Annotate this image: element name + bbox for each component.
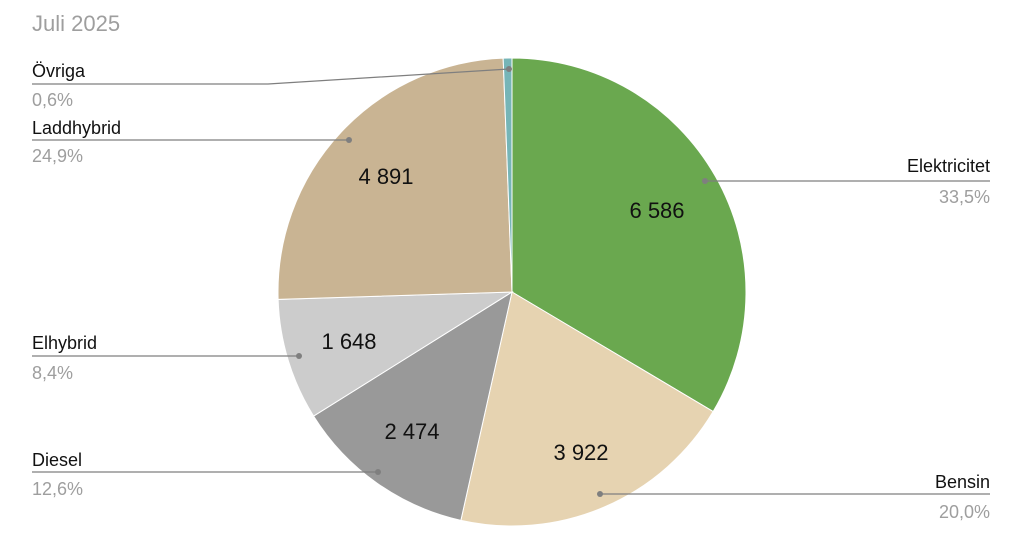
- percent-label-ovriga: 0,6%: [32, 90, 73, 110]
- category-label-bensin: Bensin: [935, 472, 990, 492]
- category-label-laddhybrid: Laddhybrid: [32, 118, 121, 138]
- percent-label-elektricitet: 33,5%: [939, 187, 990, 207]
- value-label-bensin: 3 922: [553, 440, 608, 465]
- chart-title: Juli 2025: [32, 11, 120, 36]
- value-label-diesel: 2 474: [384, 419, 439, 444]
- value-label-elektricitet: 6 586: [629, 198, 684, 223]
- leader-line-ovriga: [32, 68, 510, 85]
- slice-elhybrid: [277, 291, 514, 417]
- value-label-elhybrid: 1 648: [321, 329, 376, 354]
- pie-value-labels: 6 586 3 922 2 474 1 648 4 891: [321, 164, 684, 465]
- percent-label-diesel: 12,6%: [32, 479, 83, 499]
- category-label-elektricitet: Elektricitet: [907, 156, 990, 176]
- leader-dot-diesel: [375, 469, 381, 475]
- percent-label-elhybrid: 8,4%: [32, 363, 73, 383]
- slice-laddhybrid: [277, 57, 513, 300]
- leader-dot-laddhybrid: [346, 137, 352, 143]
- slice-ovriga: [502, 57, 513, 293]
- pie-slices: [277, 57, 747, 527]
- slice-bensin: [460, 291, 714, 527]
- value-label-laddhybrid: 4 891: [358, 164, 413, 189]
- category-label-diesel: Diesel: [32, 450, 82, 470]
- leader-dot-elektricitet: [702, 178, 708, 184]
- leader-dot-elhybrid: [296, 353, 302, 359]
- slice-elektricitet: [511, 57, 747, 413]
- pie-callout-labels: Elektricitet 33,5% Bensin 20,0% Diesel 12,6% E…: [32, 61, 990, 522]
- slice-diesel: [312, 290, 513, 521]
- category-label-ovriga: Övriga: [32, 61, 86, 81]
- leader-dot-bensin: [597, 491, 603, 497]
- percent-label-laddhybrid: 24,9%: [32, 146, 83, 166]
- category-label-elhybrid: Elhybrid: [32, 333, 97, 353]
- percent-label-bensin: 20,0%: [939, 502, 990, 522]
- leader-dot-ovriga: [506, 66, 512, 72]
